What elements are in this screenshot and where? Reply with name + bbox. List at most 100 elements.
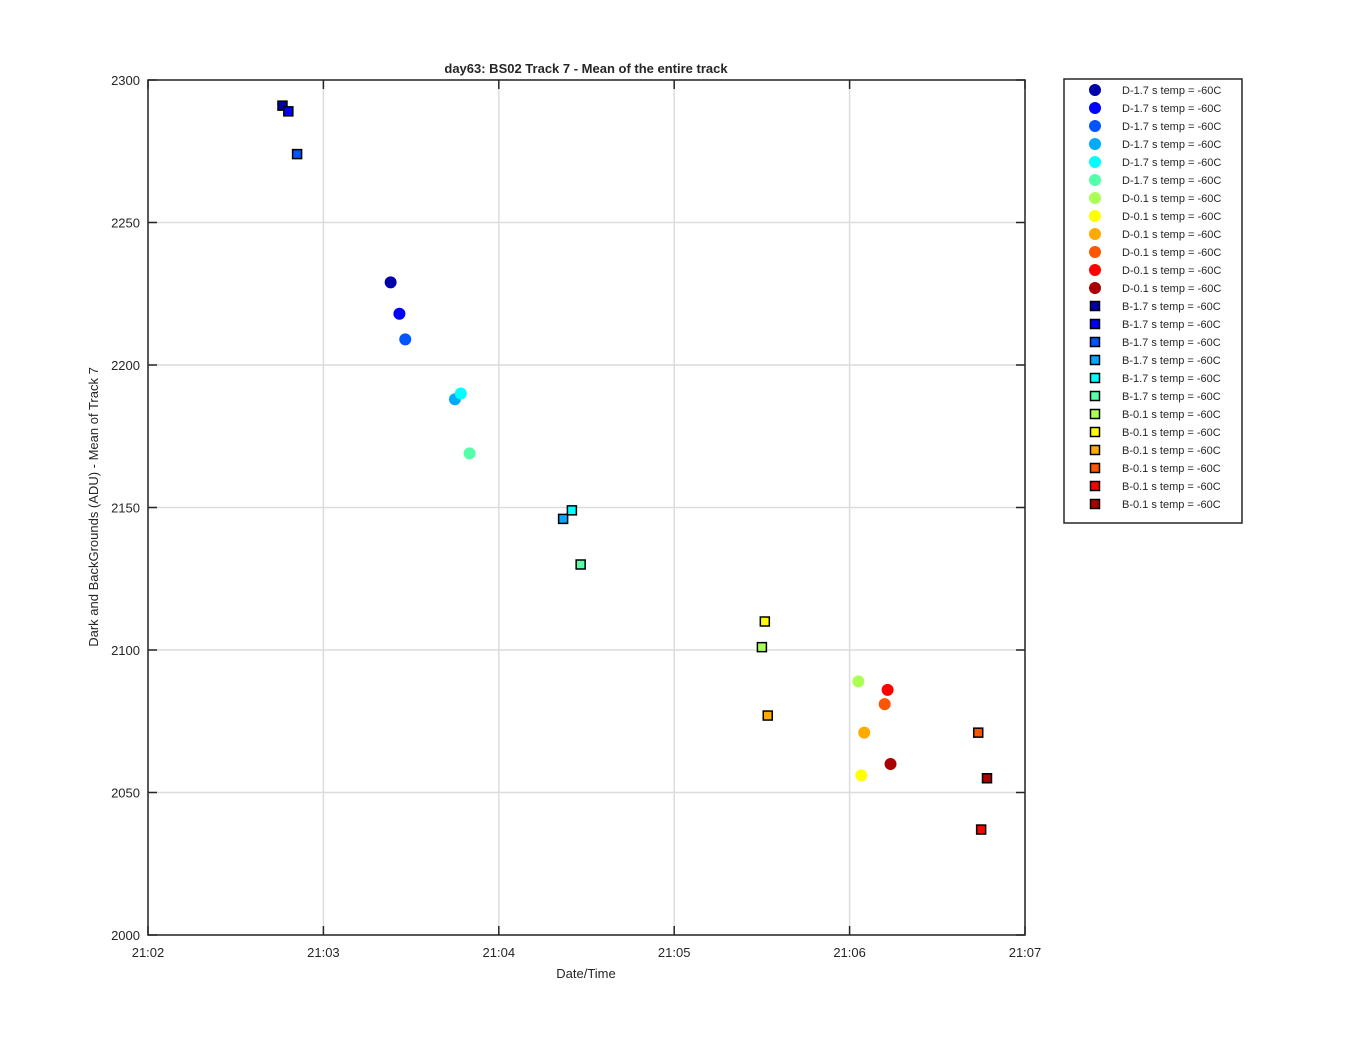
legend-marker-circle [1089, 84, 1101, 96]
data-point-background [283, 106, 294, 117]
data-point-dark [858, 726, 871, 739]
legend-marker-square [1089, 300, 1101, 312]
x-axis-label: Date/Time [556, 966, 615, 981]
data-point-background [557, 513, 569, 525]
legend-label: B-1.7 s temp = -60C [1122, 319, 1221, 331]
legend-label: B-1.7 s temp = -60C [1122, 391, 1221, 403]
legend-entry: D-0.1 s temp = -60C [1089, 210, 1221, 223]
legend-entry: B-0.1 s temp = -60C [1089, 498, 1221, 511]
plot-area: 21:02 21:03 21:04 21:05 21:06 21:07 2000 2050 21… [111, 73, 1041, 960]
data-point-background [972, 727, 984, 738]
y-tick-label: 2300 [111, 73, 140, 88]
data-point-dark [855, 769, 868, 782]
data-point-dark [884, 758, 897, 770]
y-tick-label: 2200 [111, 358, 140, 373]
legend-label: D-0.1 s temp = -60C [1122, 247, 1221, 259]
legend-label: B-0.1 s temp = -60C [1122, 481, 1221, 493]
x-tick-label: 21:04 [483, 945, 516, 960]
y-tick-label: 2250 [111, 216, 140, 231]
x-tick-label: 21:05 [658, 945, 691, 960]
legend-marker-square [1089, 462, 1101, 474]
legend-label: D-1.7 s temp = -60C [1122, 157, 1221, 169]
data-point-dark [454, 387, 467, 400]
legend-entry: D-0.1 s temp = -60C [1089, 228, 1221, 241]
legend-marker-circle [1089, 102, 1101, 114]
data-point-dark [852, 675, 865, 688]
x-tick-label: 21:03 [307, 945, 340, 960]
y-tick-label: 2000 [111, 928, 140, 943]
legend-marker-square [1089, 444, 1101, 456]
legend-entry: B-1.7 s temp = -60C [1089, 390, 1221, 403]
legend-entry: D-1.7 s temp = -60C [1089, 138, 1221, 151]
data-point-dark [393, 307, 406, 320]
data-point-background [566, 505, 578, 516]
legend-entry: B-1.7 s temp = -60C [1089, 336, 1221, 349]
legend-label: B-0.1 s temp = -60C [1122, 463, 1221, 475]
markers [277, 100, 993, 835]
data-point-background [762, 710, 773, 721]
legend-entry: B-0.1 s temp = -60C [1089, 480, 1221, 493]
legend-entry: B-1.7 s temp = -60C [1089, 372, 1221, 385]
legend-label: B-0.1 s temp = -60C [1122, 427, 1221, 439]
legend-label: D-1.7 s temp = -60C [1122, 139, 1221, 151]
data-point-dark [399, 333, 412, 346]
legend-entry: D-0.1 s temp = -60C [1089, 246, 1221, 259]
legend-entry: D-0.1 s temp = -60C [1089, 192, 1221, 205]
data-point-background [981, 773, 993, 784]
legend-entry: B-1.7 s temp = -60C [1089, 318, 1221, 331]
legend-label: B-1.7 s temp = -60C [1122, 337, 1221, 349]
x-tick-label: 21:07 [1009, 945, 1042, 960]
legend-label: D-0.1 s temp = -60C [1122, 283, 1221, 295]
legend-entry: D-1.7 s temp = -60C [1089, 84, 1221, 97]
legend-entry: B-0.1 s temp = -60C [1089, 444, 1221, 457]
legend-entry: B-1.7 s temp = -60C [1089, 354, 1221, 367]
legend-label: D-1.7 s temp = -60C [1122, 175, 1221, 187]
chart-title: day63: BS02 Track 7 - Mean of the entire… [444, 61, 728, 76]
data-point-dark [878, 698, 891, 711]
legend-marker-circle [1089, 138, 1101, 150]
legend-marker-circle [1089, 192, 1101, 204]
data-point-background [975, 824, 987, 835]
legend-label: D-1.7 s temp = -60C [1122, 121, 1221, 133]
legend-marker-square [1089, 372, 1101, 384]
legend-entry: D-1.7 s temp = -60C [1089, 102, 1221, 115]
data-point-dark [463, 447, 476, 460]
legend-label: D-1.7 s temp = -60C [1122, 85, 1221, 97]
legend-entry: B-0.1 s temp = -60C [1089, 462, 1221, 475]
legend-entry: D-0.1 s temp = -60C [1089, 264, 1221, 277]
legend-label: D-0.1 s temp = -60C [1122, 229, 1221, 241]
legend-marker-circle [1089, 174, 1101, 186]
x-tick-label: 21:02 [132, 945, 165, 960]
legend-label: D-0.1 s temp = -60C [1122, 193, 1221, 205]
legend-marker-circle [1089, 156, 1101, 168]
legend-marker-circle [1089, 120, 1101, 132]
y-axis-label: Dark and BackGrounds (ADU) - Mean of Tra… [86, 367, 101, 647]
legend-entry: D-1.7 s temp = -60C [1089, 156, 1221, 169]
legend-marker-square [1089, 408, 1101, 420]
legend-marker-circle [1089, 282, 1101, 294]
legend-entry: B-0.1 s temp = -60C [1089, 408, 1221, 421]
legend-entry: B-1.7 s temp = -60C [1089, 300, 1221, 313]
legend-label: B-1.7 s temp = -60C [1122, 373, 1221, 385]
legend-entry: D-1.7 s temp = -60C [1089, 174, 1221, 187]
legend-marker-circle [1089, 228, 1101, 240]
data-point-background [277, 100, 288, 111]
legend-marker-square [1089, 480, 1101, 492]
legend-marker-square [1089, 498, 1101, 510]
data-point-background [575, 559, 586, 570]
x-tick-label: 21:06 [833, 945, 866, 960]
legend-marker-circle [1089, 210, 1101, 222]
legend-label: B-0.1 s temp = -60C [1122, 445, 1221, 457]
legend-marker-square [1089, 390, 1101, 402]
data-point-dark [384, 276, 397, 289]
legend-marker-circle [1089, 264, 1101, 276]
data-point-background [756, 641, 768, 653]
ticks: 21:02 21:03 21:04 21:05 21:06 21:07 2000 2050 21… [111, 73, 1041, 960]
legend-label: D-0.1 s temp = -60C [1122, 211, 1221, 223]
legend-label: B-0.1 s temp = -60C [1122, 499, 1221, 511]
data-point-dark [881, 683, 894, 696]
y-tick-label: 2150 [111, 501, 140, 516]
legend-label: D-0.1 s temp = -60C [1122, 265, 1221, 277]
legend-marker-square [1089, 336, 1101, 348]
